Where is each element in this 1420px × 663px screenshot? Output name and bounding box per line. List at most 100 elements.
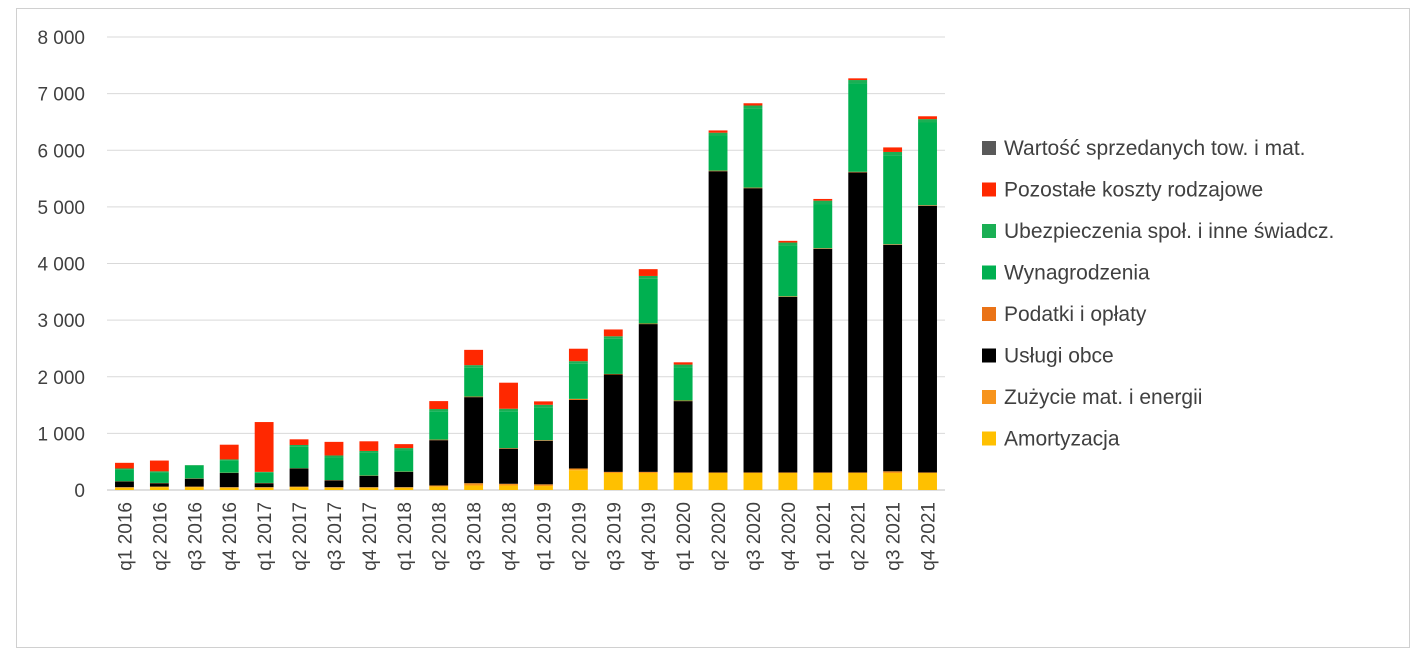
legend: Wartość sprzedanych tow. i mat. Pozostałe… (982, 137, 1334, 451)
bar-segment (603, 473, 623, 490)
x-tick-label: q4 2021 (919, 502, 940, 571)
bar-segment (184, 465, 204, 466)
bar-segment (115, 469, 134, 482)
legend-swatch (982, 224, 996, 238)
bar-segment (883, 473, 903, 490)
bar-segment (534, 440, 553, 441)
legend-label: Pozostałe koszty rodzajowe (1004, 179, 1263, 202)
legend-label: Zużycie mat. i energii (1004, 386, 1202, 409)
bar-segment (673, 472, 693, 474)
legend-label: Usługi obce (1004, 345, 1114, 368)
bar-segment (499, 411, 518, 449)
bar-segment (638, 473, 658, 490)
bar-segment (359, 452, 379, 476)
bar-segment (219, 459, 239, 461)
bar-segment (638, 323, 658, 325)
bar-segment (603, 373, 623, 375)
bar-segment (429, 486, 449, 490)
bar-segment (743, 187, 763, 189)
bar-segment (534, 407, 553, 441)
bar-segment (254, 472, 274, 483)
bar-segment (638, 275, 658, 279)
bar-segment (324, 457, 344, 481)
bar-segment (848, 78, 868, 81)
bar-segment (743, 108, 763, 188)
x-tick-label: q2 2019 (569, 502, 590, 571)
bar-segment (499, 408, 518, 412)
bar-segment (603, 336, 623, 339)
bar-segment (603, 338, 623, 374)
bar-segment (499, 448, 518, 449)
x-tick-label: q1 2019 (534, 502, 555, 571)
y-tick-label: 2 000 (37, 368, 85, 389)
bar-segment (708, 473, 728, 490)
legend-label: Podatki i opłaty (1004, 303, 1147, 326)
bar-segment (883, 155, 903, 245)
bar-segment (813, 200, 833, 205)
bar-segment (324, 487, 344, 488)
bar-segment (743, 472, 763, 474)
bar-segment (568, 468, 588, 471)
bar-segment (778, 473, 798, 490)
x-tick-label: q4 2020 (779, 502, 800, 571)
bar-segment (603, 374, 623, 472)
bar-segment (778, 240, 798, 243)
bar-segment (603, 329, 623, 337)
bar-segment (743, 188, 763, 473)
bar-segment (254, 487, 274, 490)
x-tick-label: q1 2021 (814, 502, 835, 571)
bar-segment (429, 485, 449, 487)
x-tick-label: q3 2017 (325, 502, 346, 571)
bar-segment (184, 478, 204, 487)
bar-segment (568, 363, 588, 399)
bar-segment (115, 481, 134, 488)
bar-segment (534, 486, 553, 490)
x-tick-label: q1 2016 (115, 502, 136, 571)
bar-segment (883, 151, 903, 156)
bar-segment (429, 440, 449, 486)
bar-segment (184, 465, 204, 479)
bar-segment (534, 401, 553, 405)
y-tick-label: 3 000 (37, 311, 85, 332)
bar-segment (149, 487, 169, 490)
bar-segment (568, 398, 588, 400)
bar-segment (743, 473, 763, 490)
bar-segment (813, 248, 833, 249)
bar-segment (638, 471, 658, 474)
bar-segment (673, 362, 693, 365)
bar-segment (778, 472, 798, 474)
bar-segment (534, 484, 553, 487)
bar-segment (778, 296, 798, 297)
bar-segment (219, 473, 239, 488)
bar-segment (289, 439, 309, 445)
bar-segment (883, 147, 903, 152)
bar-segment (778, 242, 798, 246)
bar-segment (883, 471, 903, 474)
bar-segment (918, 205, 937, 473)
x-tick-label: q1 2017 (255, 502, 276, 571)
bar-segment (603, 471, 623, 474)
legend-swatch (982, 390, 996, 404)
bar-segment (568, 399, 588, 469)
bar-segment (813, 472, 833, 474)
bar-segment (918, 116, 937, 120)
bar-segment (464, 397, 484, 484)
bar-segment (254, 422, 274, 472)
legend-swatch (982, 431, 996, 446)
y-tick-label: 8 000 (37, 28, 85, 49)
bar-segment (464, 365, 484, 368)
legend-swatch (982, 141, 996, 155)
bar-segment (568, 361, 588, 364)
bar-segment (918, 472, 937, 474)
x-tick-label: q3 2018 (465, 502, 486, 571)
stacked-bar-chart: 0 1 000 2 000 3 000 4 000 5 000 6 000 7 000 8 00… (37, 28, 1334, 571)
x-tick-label: q3 2020 (744, 502, 765, 571)
bar-segment (499, 382, 518, 409)
bar-segment (499, 483, 518, 486)
legend-label: Amortyzacja (1004, 428, 1120, 451)
bar-segment (289, 487, 309, 490)
chart-frame: 0 1 000 2 000 3 000 4 000 5 000 6 000 7 000 8 00… (16, 8, 1410, 648)
x-tick-label: q4 2018 (500, 502, 521, 571)
bar-segment (429, 401, 449, 410)
bar-segment (778, 245, 798, 297)
